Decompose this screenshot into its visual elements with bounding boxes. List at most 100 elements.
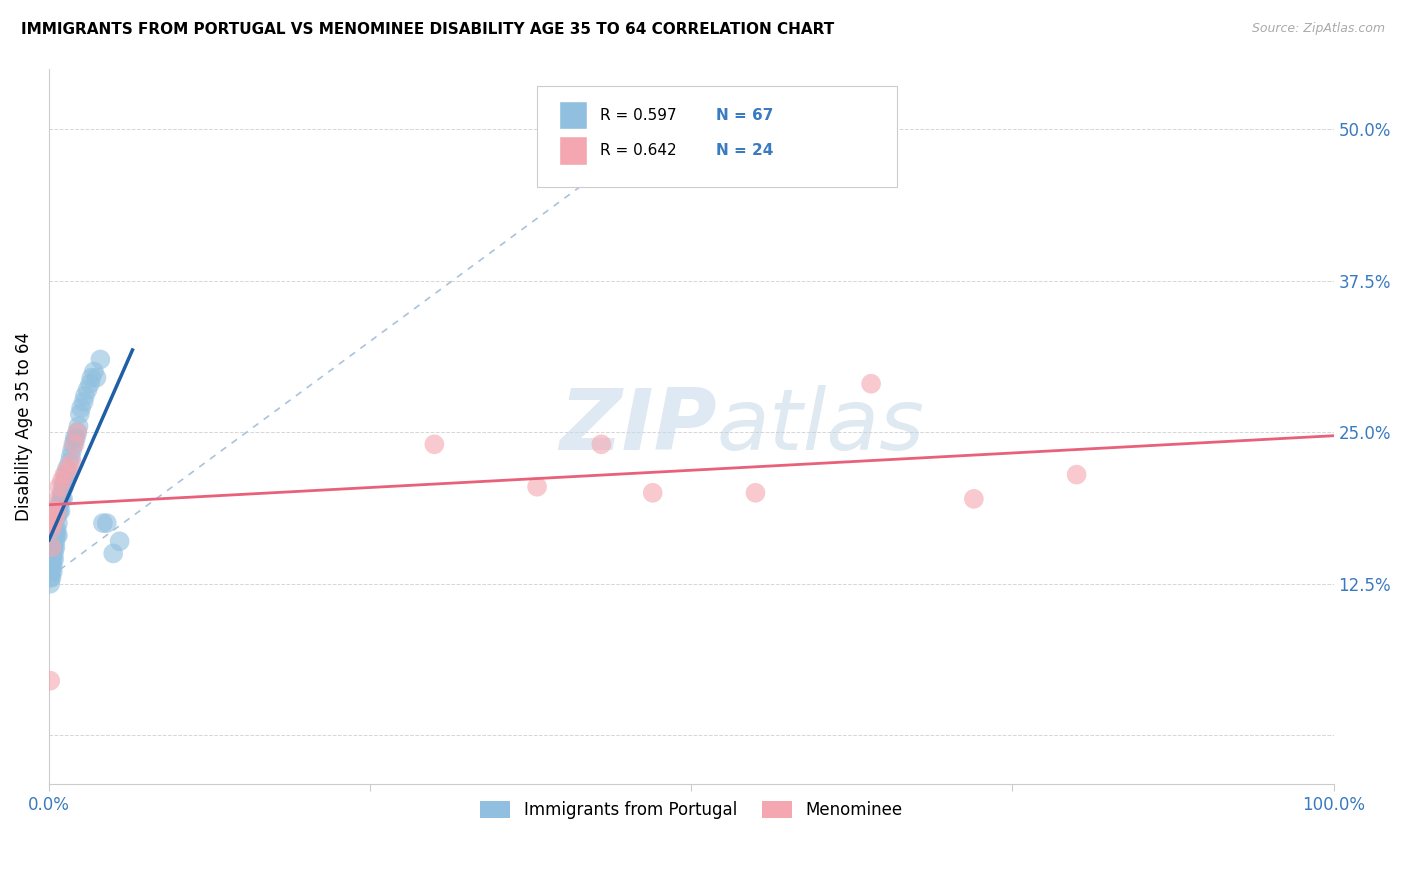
- Point: [51, 474, 73, 488]
- Point: [80, 370, 103, 384]
- Point: [39, 558, 62, 573]
- Point: [39, 516, 62, 530]
- Legend: Immigrants from Portugal, Menominee: Immigrants from Portugal, Menominee: [474, 794, 908, 825]
- FancyBboxPatch shape: [560, 101, 588, 129]
- Point: [79, 376, 101, 391]
- Point: [39, 571, 62, 585]
- Point: [42, 541, 65, 555]
- Point: [42, 516, 65, 530]
- Point: [62, 437, 84, 451]
- Point: [55, 467, 77, 482]
- Text: N = 67: N = 67: [716, 108, 773, 122]
- Point: [59, 450, 82, 464]
- Point: [60, 455, 83, 469]
- Point: [96, 516, 118, 530]
- Point: [39, 576, 62, 591]
- Point: [42, 534, 65, 549]
- Text: atlas: atlas: [717, 384, 925, 467]
- Point: [51, 485, 73, 500]
- Point: [46, 516, 69, 530]
- Point: [42, 552, 65, 566]
- Point: [91, 516, 114, 530]
- Text: ZIP: ZIP: [560, 384, 717, 467]
- Point: [51, 491, 73, 506]
- Point: [48, 498, 70, 512]
- Point: [86, 370, 108, 384]
- Point: [963, 491, 986, 506]
- Point: [41, 571, 63, 585]
- Point: [42, 552, 65, 566]
- Point: [58, 467, 80, 482]
- Point: [63, 431, 86, 445]
- Point: [63, 437, 86, 451]
- Point: [42, 528, 65, 542]
- Point: [41, 558, 63, 573]
- Point: [53, 467, 76, 482]
- Point: [73, 389, 96, 403]
- Point: [55, 474, 77, 488]
- Point: [42, 565, 65, 579]
- Point: [39, 673, 62, 688]
- Point: [53, 480, 76, 494]
- Point: [103, 546, 125, 560]
- Point: [83, 365, 105, 379]
- Text: IMMIGRANTS FROM PORTUGAL VS MENOMINEE DISABILITY AGE 35 TO 64 CORRELATION CHART: IMMIGRANTS FROM PORTUGAL VS MENOMINEE DI…: [21, 22, 834, 37]
- Point: [591, 437, 613, 451]
- Point: [46, 528, 69, 542]
- Point: [65, 431, 87, 445]
- Point: [48, 504, 70, 518]
- Point: [53, 474, 76, 488]
- Point: [860, 376, 883, 391]
- Point: [89, 352, 111, 367]
- Point: [66, 425, 89, 440]
- Point: [42, 546, 65, 560]
- Point: [44, 541, 66, 555]
- Point: [39, 546, 62, 560]
- Point: [58, 455, 80, 469]
- Point: [42, 541, 65, 555]
- FancyBboxPatch shape: [560, 136, 588, 165]
- Point: [52, 491, 75, 506]
- Point: [67, 419, 90, 434]
- Y-axis label: Disability Age 35 to 64: Disability Age 35 to 64: [15, 332, 32, 521]
- Point: [44, 522, 66, 536]
- Point: [56, 461, 79, 475]
- Point: [44, 510, 66, 524]
- Point: [41, 565, 63, 579]
- Point: [41, 522, 63, 536]
- Point: [58, 461, 80, 475]
- Point: [76, 383, 98, 397]
- Point: [39, 541, 62, 555]
- Point: [45, 528, 67, 542]
- Point: [45, 510, 67, 524]
- Point: [42, 504, 65, 518]
- Text: Source: ZipAtlas.com: Source: ZipAtlas.com: [1251, 22, 1385, 36]
- Text: R = 0.597: R = 0.597: [600, 108, 676, 122]
- Point: [72, 395, 94, 409]
- Point: [60, 443, 83, 458]
- Point: [45, 522, 67, 536]
- FancyBboxPatch shape: [537, 87, 897, 186]
- Point: [526, 480, 548, 494]
- Point: [641, 485, 664, 500]
- Point: [41, 541, 63, 555]
- Point: [45, 504, 67, 518]
- Point: [49, 504, 72, 518]
- Text: R = 0.642: R = 0.642: [600, 144, 676, 158]
- Point: [70, 401, 93, 415]
- Point: [69, 407, 91, 421]
- Point: [48, 480, 70, 494]
- Point: [44, 528, 66, 542]
- Point: [423, 437, 446, 451]
- Point: [108, 534, 131, 549]
- Point: [49, 491, 72, 506]
- Text: N = 24: N = 24: [716, 144, 773, 158]
- Point: [46, 504, 69, 518]
- Point: [41, 552, 63, 566]
- Point: [52, 480, 75, 494]
- Point: [39, 565, 62, 579]
- Point: [41, 546, 63, 560]
- Point: [42, 558, 65, 573]
- Point: [66, 425, 89, 440]
- Point: [44, 534, 66, 549]
